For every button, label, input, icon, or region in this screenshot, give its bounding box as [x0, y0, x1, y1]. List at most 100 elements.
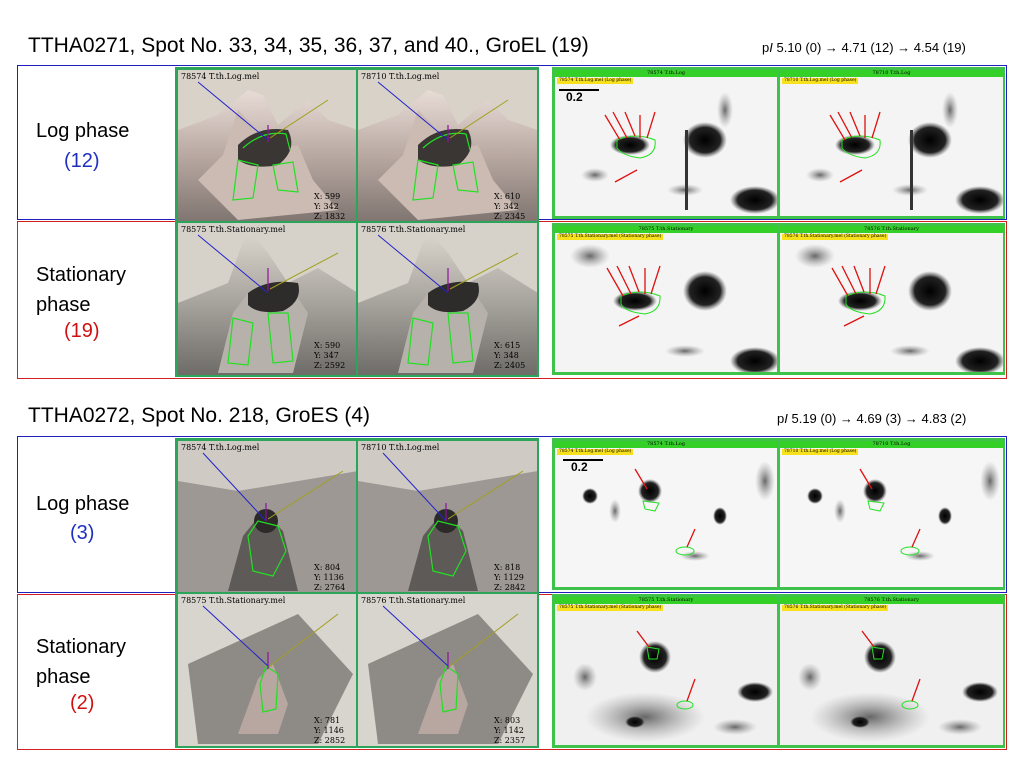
section1-log-gel-2: 78710 T.th.Log 78710 T.th.Log.mel (Log p… [780, 70, 1003, 216]
section2-log-gel-group: 78574 T.th.Log 78574 T.th.Log.mel (Log p… [552, 438, 1005, 590]
gel-tag: 78576 T.th.Stationary.mel (Stationary ph… [782, 234, 889, 240]
section2-title: TTHA0272, Spot No. 218, GroES (4) [28, 404, 370, 427]
gel-header-text: 78710 T.th.Log [872, 441, 911, 447]
gel-header-text: 78574 T.th.Log [646, 70, 686, 76]
coord-x: X: 803 [494, 716, 521, 725]
gel-header-bar: 78574 T.th.Log [555, 441, 777, 448]
section2-log-3d-panel-2: 78710 T.th.Log.mel X: 818 Y: 1129 Z: 2842 [358, 441, 537, 592]
section1-stationary-label-line2: phase [36, 294, 91, 316]
section2-stationary-gel-2: 78576 T.th.Stationary 78576 T.th.Station… [780, 597, 1003, 745]
section1-log-3d-panel-2: 78710 T.th.Log.mel X: 610 Y: 342 Z: 2345 [358, 70, 537, 221]
coord-z: Z: 2592 [314, 361, 346, 370]
coord-readout: X: 803 Y: 1142 Z: 2357 [494, 716, 525, 746]
gel-header-text: 78576 T.th.Stationary [864, 226, 919, 232]
coord-y: Y: 1142 [494, 726, 524, 735]
coord-x: X: 781 [314, 716, 341, 725]
section1-log-3d-panel-1: 78574 T.th.Log.mel X: 599 Y: 342 Z: 1832 [178, 70, 356, 221]
section2-log-count: (3) [70, 522, 95, 544]
coord-z: Z: 2842 [494, 583, 526, 592]
gel-header-text: 78575 T.th.Stationary [638, 226, 694, 232]
section1-stationary-gel-2: 78576 T.th.Stationary 78576 T.th.Station… [780, 226, 1003, 372]
section2-pi-values: pI 5.19 (0) → 4.69 (3) → 4.83 (2) [777, 411, 966, 426]
section1-stationary-label-line1: Stationary [36, 264, 127, 286]
coord-readout: X: 599 Y: 342 Z: 1832 [314, 192, 345, 221]
section2-log-gel-1: 78574 T.th.Log 78574 T.th.Log.mel (Log p… [555, 441, 777, 587]
gel-spots-graphic [780, 597, 1003, 745]
coord-x: X: 818 [494, 563, 521, 572]
gel-spots-graphic [780, 441, 1003, 587]
coord-z: Z: 1832 [314, 212, 346, 221]
gel-header-bar: 78710 T.th.Log [780, 441, 1003, 448]
section1-stationary-3d-panel-1: 78575 T.th.Stationary.mel X: 590 Y: 347 Z:… [178, 223, 356, 375]
pi-italic: I [784, 411, 788, 426]
scale-bar [559, 89, 599, 91]
panel-title: 78575 T.th.Stationary.mel [181, 225, 286, 234]
gel-spots-graphic [780, 226, 1003, 372]
panel-title: 78574 T.th.Log.mel [181, 443, 260, 452]
coord-x: X: 804 [314, 563, 341, 572]
section1-stationary-gel-1: 78575 T.th.Stationary 78575 T.th.Station… [555, 226, 777, 372]
section1-stationary-count: (19) [64, 320, 100, 342]
section1-log-gel-group: 78574 T.th.Log 78574 T.th.Log.mel (Log p… [552, 67, 1005, 219]
pi-prefix: p [762, 40, 770, 55]
coord-readout: X: 590 Y: 347 Z: 2592 [314, 341, 345, 371]
coord-z: Z: 2852 [314, 736, 346, 745]
coord-y: Y: 1146 [314, 726, 344, 735]
coord-z: Z: 2357 [494, 736, 526, 745]
panel-title: 78576 T.th.Stationary.mel [361, 596, 466, 605]
coord-z: Z: 2764 [314, 583, 346, 592]
gel-header-bar: 78710 T.th.Log [780, 70, 1003, 77]
gel-header-text: 78575 T.th.Stationary [638, 597, 694, 603]
scale-label: 0.2 [566, 90, 583, 104]
coord-readout: X: 610 Y: 342 Z: 2345 [494, 192, 525, 221]
panel-title: 78574 T.th.Log.mel [181, 72, 260, 81]
coord-readout: X: 818 Y: 1129 Z: 2842 [494, 563, 525, 592]
gel-tag: 78710 T.th.Log.mel (Log phase) [782, 449, 859, 455]
coord-y: Y: 1129 [494, 573, 524, 582]
gel-spots-graphic [555, 597, 777, 745]
coord-z: Z: 2345 [494, 212, 526, 221]
section2-stationary-label-line1: Stationary [36, 636, 127, 658]
gel-spots-graphic [555, 70, 777, 216]
gel-tag: 78574 T.th.Log.mel (Log phase) [557, 449, 634, 455]
section1-3d-view-group: 78574 T.th.Log.mel X: 599 Y: 342 Z: 1832 7… [175, 67, 539, 377]
gel-header-bar: 78576 T.th.Stationary [780, 597, 1003, 604]
coord-y: Y: 348 [494, 351, 519, 360]
gel-header-text: 78710 T.th.Log [872, 70, 911, 76]
gel-spots-graphic [555, 226, 777, 372]
gel-header-bar: 78575 T.th.Stationary [555, 597, 777, 604]
section1-log-label: Log phase [36, 120, 130, 142]
coord-x: X: 615 [494, 341, 521, 350]
gel-header-text: 78576 T.th.Stationary [864, 597, 919, 603]
gel-header-bar: 78575 T.th.Stationary [555, 226, 777, 233]
pi-italic: I [769, 40, 773, 55]
coord-y: Y: 1136 [314, 573, 344, 582]
section2-3d-view-group: 78574 T.th.Log.mel X: 804 Y: 1136 Z: 2764 … [175, 438, 539, 748]
panel-title: 78710 T.th.Log.mel [361, 443, 440, 452]
pi-text: 5.10 (0) → 4.71 (12) → 4.54 (19) [772, 40, 966, 55]
section2-stationary-gel-group: 78575 T.th.Stationary 78575 T.th.Station… [552, 594, 1005, 748]
coord-readout: X: 781 Y: 1146 Z: 2852 [314, 716, 345, 746]
gel-header-bar: 78574 T.th.Log [555, 70, 777, 77]
section2-stationary-3d-panel-1: 78575 T.th.Stationary.mel X: 781 Y: 1146 Z… [178, 594, 356, 746]
coord-y: Y: 342 [494, 202, 519, 211]
section2-log-3d-panel-1: 78574 T.th.Log.mel X: 804 Y: 1136 Z: 2764 [178, 441, 356, 592]
pi-text: 5.19 (0) → 4.69 (3) → 4.83 (2) [787, 411, 967, 426]
gel-header-text: 78574 T.th.Log [646, 441, 686, 447]
gel-tag: 78710 T.th.Log.mel (Log phase) [782, 78, 859, 84]
section1-stationary-3d-panel-2: 78576 T.th.Stationary.mel X: 615 Y: 348 Z:… [358, 223, 537, 375]
section2-log-gel-2: 78710 T.th.Log 78710 T.th.Log.mel (Log p… [780, 441, 1003, 587]
coord-readout: X: 615 Y: 348 Z: 2405 [494, 341, 525, 371]
coord-x: X: 590 [314, 341, 341, 350]
gel-tag: 78576 T.th.Stationary.mel (Stationary ph… [782, 605, 889, 611]
section1-title: TTHA0271, Spot No. 33, 34, 35, 36, 37, a… [28, 34, 589, 57]
section2-stationary-label-line2: phase [36, 666, 91, 688]
panel-title: 78575 T.th.Stationary.mel [181, 596, 286, 605]
section2-stationary-3d-panel-2: 78576 T.th.Stationary.mel X: 803 Y: 1142 Z… [358, 594, 537, 746]
gel-header-bar: 78576 T.th.Stationary [780, 226, 1003, 233]
coord-x: X: 599 [314, 192, 341, 201]
coord-z: Z: 2405 [494, 361, 526, 370]
scale-bar [563, 459, 603, 461]
scale-label: 0.2 [571, 460, 588, 474]
pi-prefix: p [777, 411, 785, 426]
